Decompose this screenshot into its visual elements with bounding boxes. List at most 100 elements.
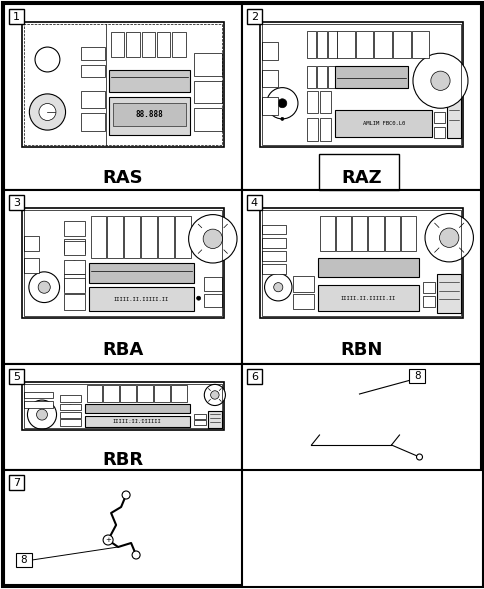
Bar: [335, 216, 350, 251]
Bar: [293, 294, 313, 309]
Bar: [9, 369, 24, 384]
Circle shape: [39, 104, 56, 121]
Circle shape: [264, 273, 291, 301]
Circle shape: [29, 272, 60, 303]
Bar: [242, 4, 480, 190]
Bar: [261, 97, 277, 114]
Bar: [120, 385, 136, 402]
Text: RAZ: RAZ: [341, 169, 381, 187]
Circle shape: [36, 409, 47, 420]
Bar: [293, 276, 313, 292]
Circle shape: [424, 213, 472, 262]
Bar: [107, 216, 123, 257]
Bar: [207, 411, 222, 428]
Circle shape: [410, 376, 417, 382]
Bar: [9, 195, 24, 210]
Circle shape: [210, 391, 219, 399]
Bar: [423, 282, 435, 293]
Text: 3: 3: [13, 197, 20, 207]
Bar: [317, 31, 326, 58]
Circle shape: [266, 88, 297, 119]
Bar: [108, 97, 189, 134]
Bar: [193, 53, 222, 76]
Bar: [319, 91, 331, 113]
Bar: [242, 190, 480, 364]
Circle shape: [68, 405, 72, 409]
Bar: [306, 66, 315, 88]
Bar: [261, 24, 460, 145]
Bar: [84, 416, 189, 427]
Bar: [60, 395, 80, 402]
Bar: [261, 264, 286, 274]
Text: 6: 6: [251, 372, 257, 382]
Circle shape: [103, 535, 113, 545]
Bar: [64, 260, 84, 274]
Bar: [384, 216, 399, 251]
Bar: [261, 224, 286, 234]
Bar: [411, 31, 428, 58]
Bar: [408, 369, 424, 383]
Text: 2: 2: [250, 12, 257, 22]
Bar: [64, 279, 84, 293]
Bar: [84, 404, 189, 413]
Bar: [4, 4, 242, 190]
Bar: [80, 113, 105, 131]
Bar: [328, 66, 337, 88]
Circle shape: [30, 94, 65, 130]
Bar: [60, 419, 80, 426]
Bar: [60, 403, 80, 410]
Bar: [24, 210, 222, 316]
Bar: [153, 385, 169, 402]
Text: IIIII.II.IIIII.II: IIIII.II.IIIII.II: [340, 296, 395, 301]
Bar: [392, 31, 410, 58]
Circle shape: [439, 228, 458, 247]
Circle shape: [35, 47, 60, 72]
Bar: [4, 364, 242, 470]
Bar: [259, 22, 462, 147]
Bar: [89, 263, 193, 283]
Text: 88.888: 88.888: [135, 110, 163, 119]
Bar: [124, 216, 140, 257]
Bar: [80, 47, 105, 59]
Bar: [317, 66, 326, 88]
Bar: [22, 208, 224, 318]
Circle shape: [203, 229, 222, 249]
Bar: [261, 210, 460, 316]
Bar: [193, 421, 205, 425]
Bar: [261, 238, 286, 247]
Bar: [434, 127, 444, 138]
Bar: [319, 216, 334, 251]
Bar: [400, 216, 415, 251]
Bar: [64, 221, 84, 236]
Bar: [113, 103, 185, 125]
Bar: [24, 24, 222, 145]
Text: IIIII.II.IIIII.II: IIIII.II.IIIII.II: [113, 297, 168, 302]
Bar: [368, 216, 383, 251]
Circle shape: [38, 281, 50, 293]
Circle shape: [28, 400, 57, 429]
Bar: [137, 385, 152, 402]
Bar: [193, 81, 222, 103]
Bar: [336, 31, 354, 58]
Bar: [126, 32, 139, 57]
Bar: [64, 241, 84, 255]
Bar: [141, 32, 154, 57]
Bar: [261, 42, 277, 59]
Bar: [355, 31, 373, 58]
Bar: [64, 239, 84, 253]
Text: 8: 8: [413, 371, 420, 381]
Bar: [24, 236, 39, 251]
Bar: [437, 274, 460, 313]
Bar: [24, 401, 53, 408]
Bar: [334, 110, 432, 137]
Bar: [89, 287, 193, 312]
Bar: [141, 216, 157, 257]
Text: RBR: RBR: [102, 451, 143, 469]
Bar: [434, 112, 444, 123]
Bar: [174, 216, 190, 257]
Circle shape: [122, 491, 130, 499]
Bar: [60, 412, 80, 418]
Bar: [374, 31, 391, 58]
Bar: [319, 118, 331, 141]
Bar: [22, 382, 224, 430]
